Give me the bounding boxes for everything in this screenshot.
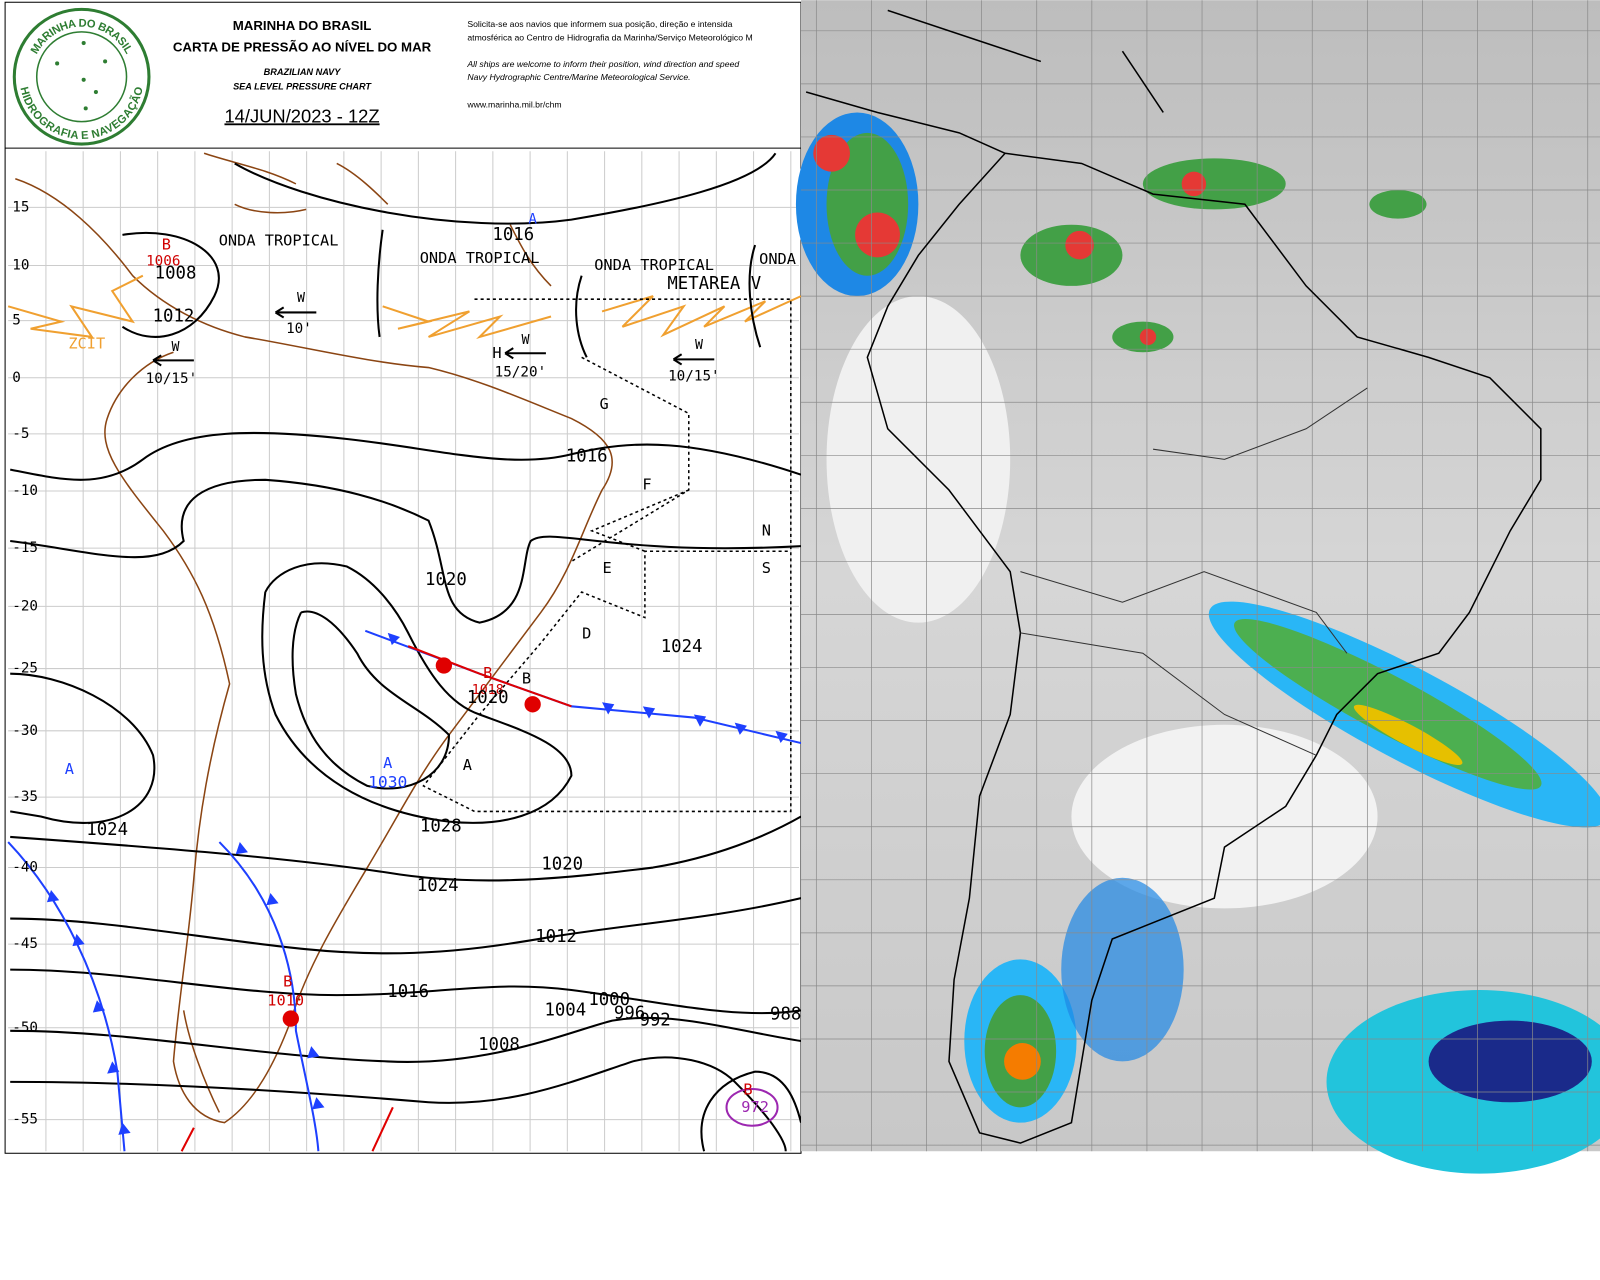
map-label: 1020 xyxy=(467,688,509,708)
map-label: G xyxy=(599,395,608,413)
satellite-borders xyxy=(1020,387,1368,756)
map-label: B xyxy=(483,664,492,682)
map-label: W xyxy=(695,338,703,353)
latitude-label: -30 xyxy=(12,723,38,739)
map-label: 1030 xyxy=(368,772,407,791)
latitude-label: -40 xyxy=(12,860,38,876)
map-label: H xyxy=(492,344,501,362)
satellite-coastline xyxy=(805,9,1542,1144)
map-label: 1024 xyxy=(86,820,128,840)
areas xyxy=(422,298,792,813)
map-label: S xyxy=(762,559,771,577)
map-label: 992 xyxy=(639,1011,670,1031)
fronts xyxy=(7,629,802,1152)
map-label: D xyxy=(582,624,591,642)
map-label: A xyxy=(383,754,392,772)
map-label: 1024 xyxy=(417,876,459,896)
map-label: ONDA xyxy=(759,250,796,268)
map-label: 996 xyxy=(614,1003,645,1023)
map-label: 972 xyxy=(741,1098,769,1116)
latitude-label: -35 xyxy=(12,789,38,805)
header-title: MARINHA DO BRASIL xyxy=(233,18,372,33)
map-label: 15/20' xyxy=(495,365,547,381)
notice-pt: atmosférica ao Centro de Hidrografia da … xyxy=(467,32,752,42)
notice-url: www.marinha.mil.br/chm xyxy=(466,100,561,110)
latitude-label: -50 xyxy=(12,1020,38,1036)
latitude-label: -5 xyxy=(12,426,29,442)
map-label: 1016 xyxy=(492,225,534,245)
map-label: ONDA TROPICAL xyxy=(594,256,714,274)
map-label: 1020 xyxy=(541,854,583,874)
map-label: E xyxy=(603,559,612,577)
map-label: N xyxy=(762,521,771,539)
notice-en: Navy Hydrographic Centre/Marine Meteorol… xyxy=(467,72,690,82)
latitude-label: -15 xyxy=(12,540,38,556)
isobars xyxy=(10,152,803,1152)
map-label: ONDA TROPICAL xyxy=(420,249,540,267)
latitude-label: 10 xyxy=(12,258,29,274)
map-label: F xyxy=(642,475,651,493)
map-label: ZCIT xyxy=(68,335,105,353)
satellite-graticule xyxy=(801,0,1600,1152)
map-label: 1016 xyxy=(387,982,429,1002)
map-label: B xyxy=(522,669,531,687)
map-label: A xyxy=(463,756,472,774)
latitude-label: -20 xyxy=(12,598,38,614)
latitude-label: 0 xyxy=(12,370,21,386)
header-subtitle: CARTA DE PRESSÃO AO NÍVEL DO MAR xyxy=(173,40,432,55)
header-date: 14/JUN/2023 - 12Z xyxy=(224,105,379,126)
map-label: 1012 xyxy=(153,307,195,327)
map-label: 1008 xyxy=(478,1035,520,1055)
map-label: B xyxy=(283,972,292,990)
itcz xyxy=(7,274,802,340)
map-label: 1024 xyxy=(661,637,703,657)
map-label: 1020 xyxy=(425,570,467,590)
map-label: 10/15' xyxy=(146,371,198,387)
map-label: B xyxy=(162,236,171,254)
coastline xyxy=(15,152,613,1124)
map-label: 1006 xyxy=(146,253,180,269)
map-label: 1028 xyxy=(420,817,462,837)
map-label: 1000 xyxy=(588,990,630,1010)
map-label: 10' xyxy=(286,321,312,337)
map-label: 988 xyxy=(770,1004,801,1024)
satellite-clouds xyxy=(795,112,1600,1174)
map-label: W xyxy=(522,333,530,348)
latitude-label: -55 xyxy=(12,1112,38,1128)
map-label: 1012 xyxy=(535,927,577,947)
map-label: 10/15' xyxy=(668,369,720,385)
header-subtitle-en: SEA LEVEL PRESSURE CHART xyxy=(233,81,372,91)
header-title-en: BRAZILIAN NAVY xyxy=(264,67,342,77)
map-label: 1018 xyxy=(472,683,504,698)
notice-pt: Solicita-se aos navios que informem sua … xyxy=(467,19,732,29)
latitude-label: 15 xyxy=(12,199,29,215)
latitude-label: 5 xyxy=(12,313,21,329)
wind-arrows xyxy=(152,306,715,367)
map-label: METAREA V xyxy=(667,274,761,294)
latitude-label: -45 xyxy=(12,936,38,952)
map-label: A xyxy=(65,760,74,778)
notice-en: All ships are welcome to inform their po… xyxy=(466,59,740,69)
latitude-label: -10 xyxy=(12,483,38,499)
map-label: 1010 xyxy=(267,992,304,1010)
low-center xyxy=(725,1087,779,1127)
map-label: 1004 xyxy=(544,1000,586,1020)
map-label: 1016 xyxy=(566,446,608,466)
map-label: 1008 xyxy=(155,264,197,284)
chart-frame xyxy=(4,1,802,1154)
map-label: W xyxy=(172,340,180,355)
map-label: ONDA TROPICAL xyxy=(219,232,339,250)
map-label: A xyxy=(528,212,537,228)
map-label: B xyxy=(743,1081,752,1099)
latitude-label: -25 xyxy=(12,661,38,677)
map-label: W xyxy=(297,291,305,306)
